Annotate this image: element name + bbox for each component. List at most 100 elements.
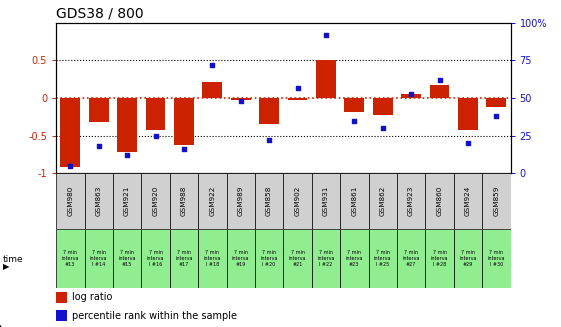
Bar [373, 98, 393, 115]
Text: GSM862: GSM862 [380, 186, 386, 216]
Bar [458, 98, 478, 130]
Point [180, 146, 188, 152]
Text: 7 min
interva
l #18: 7 min interva l #18 [204, 250, 221, 267]
Bar [117, 98, 137, 152]
Text: GSM858: GSM858 [266, 186, 272, 216]
Text: 7 min
interva
l #30: 7 min interva l #30 [488, 250, 505, 267]
Text: GSM922: GSM922 [209, 186, 215, 216]
Bar [259, 98, 279, 125]
Text: GSM931: GSM931 [323, 186, 329, 216]
Bar [198, 229, 227, 288]
Text: 7 min
interva
#17: 7 min interva #17 [175, 250, 192, 267]
Text: GSM924: GSM924 [465, 186, 471, 216]
Text: GSM920: GSM920 [153, 186, 159, 216]
Bar [344, 98, 364, 112]
Text: GSM923: GSM923 [408, 186, 414, 216]
Text: 7 min
interva
l #28: 7 min interva l #28 [431, 250, 448, 267]
Bar [231, 98, 251, 100]
Bar [61, 98, 80, 167]
Bar [85, 229, 113, 288]
Bar [369, 173, 397, 229]
Text: 7 min
interva
#15: 7 min interva #15 [118, 250, 136, 267]
Point [123, 153, 132, 158]
Text: GSM860: GSM860 [436, 186, 443, 216]
Bar [85, 173, 113, 229]
Bar [56, 310, 67, 321]
Text: GSM861: GSM861 [351, 186, 357, 216]
Bar [430, 85, 449, 98]
Text: 7 min
interva
l #22: 7 min interva l #22 [317, 250, 335, 267]
Bar [113, 173, 141, 229]
Bar [425, 173, 454, 229]
Bar [401, 95, 421, 98]
Bar [482, 173, 511, 229]
Point [350, 118, 359, 123]
Text: 7 min
interva
#13: 7 min interva #13 [62, 250, 79, 267]
Point [151, 133, 160, 138]
Bar [113, 229, 141, 288]
Bar [340, 173, 369, 229]
Text: GSM863: GSM863 [96, 186, 102, 216]
Bar [145, 98, 165, 130]
Bar [227, 229, 255, 288]
Bar [56, 229, 85, 288]
Text: GSM921: GSM921 [124, 186, 130, 216]
Text: 7 min
interva
#23: 7 min interva #23 [346, 250, 363, 267]
Text: ▶: ▶ [3, 262, 10, 271]
Text: 7 min
interva
l #20: 7 min interva l #20 [260, 250, 278, 267]
Bar [486, 98, 506, 107]
Bar [174, 98, 194, 145]
Bar [169, 229, 198, 288]
Point [265, 138, 274, 143]
Text: 7 min
interva
#27: 7 min interva #27 [402, 250, 420, 267]
Bar [397, 229, 425, 288]
Bar [312, 173, 340, 229]
Text: 7 min
interva
l #25: 7 min interva l #25 [374, 250, 392, 267]
Bar [255, 173, 283, 229]
Text: 7 min
interva
#29: 7 min interva #29 [459, 250, 477, 267]
Text: GSM902: GSM902 [295, 186, 301, 216]
Point [66, 163, 75, 168]
Bar [283, 173, 312, 229]
Bar [56, 292, 67, 303]
Text: log ratio: log ratio [72, 292, 112, 302]
Bar [316, 60, 336, 98]
Point [94, 144, 103, 149]
Text: GDS38 / 800: GDS38 / 800 [56, 6, 144, 20]
Bar [255, 229, 283, 288]
Bar [169, 173, 198, 229]
Bar [425, 229, 454, 288]
Bar [227, 173, 255, 229]
Point [463, 141, 472, 146]
Bar [89, 98, 109, 122]
Point [492, 113, 501, 119]
Bar [141, 229, 169, 288]
Text: 7 min
interva
l #16: 7 min interva l #16 [147, 250, 164, 267]
Bar [482, 229, 511, 288]
Point [293, 85, 302, 90]
Bar [141, 173, 169, 229]
Bar [454, 173, 482, 229]
Text: percentile rank within the sample: percentile rank within the sample [72, 311, 237, 320]
Point [321, 32, 330, 38]
Text: 7 min
interva
l #14: 7 min interva l #14 [90, 250, 108, 267]
Text: GSM859: GSM859 [493, 186, 499, 216]
Point [407, 91, 416, 96]
Point [435, 77, 444, 83]
Bar [288, 98, 307, 100]
Bar [198, 173, 227, 229]
Bar [283, 229, 312, 288]
Text: GSM980: GSM980 [67, 186, 73, 216]
Text: GSM989: GSM989 [238, 186, 243, 216]
Bar [397, 173, 425, 229]
Point [378, 126, 387, 131]
Bar [203, 81, 222, 98]
Bar [340, 229, 369, 288]
Point [236, 98, 245, 104]
Text: GSM988: GSM988 [181, 186, 187, 216]
Text: time: time [3, 255, 24, 265]
Bar [56, 173, 85, 229]
Text: 7 min
interva
#19: 7 min interva #19 [232, 250, 250, 267]
Bar [454, 229, 482, 288]
Text: 7 min
interva
#21: 7 min interva #21 [289, 250, 306, 267]
